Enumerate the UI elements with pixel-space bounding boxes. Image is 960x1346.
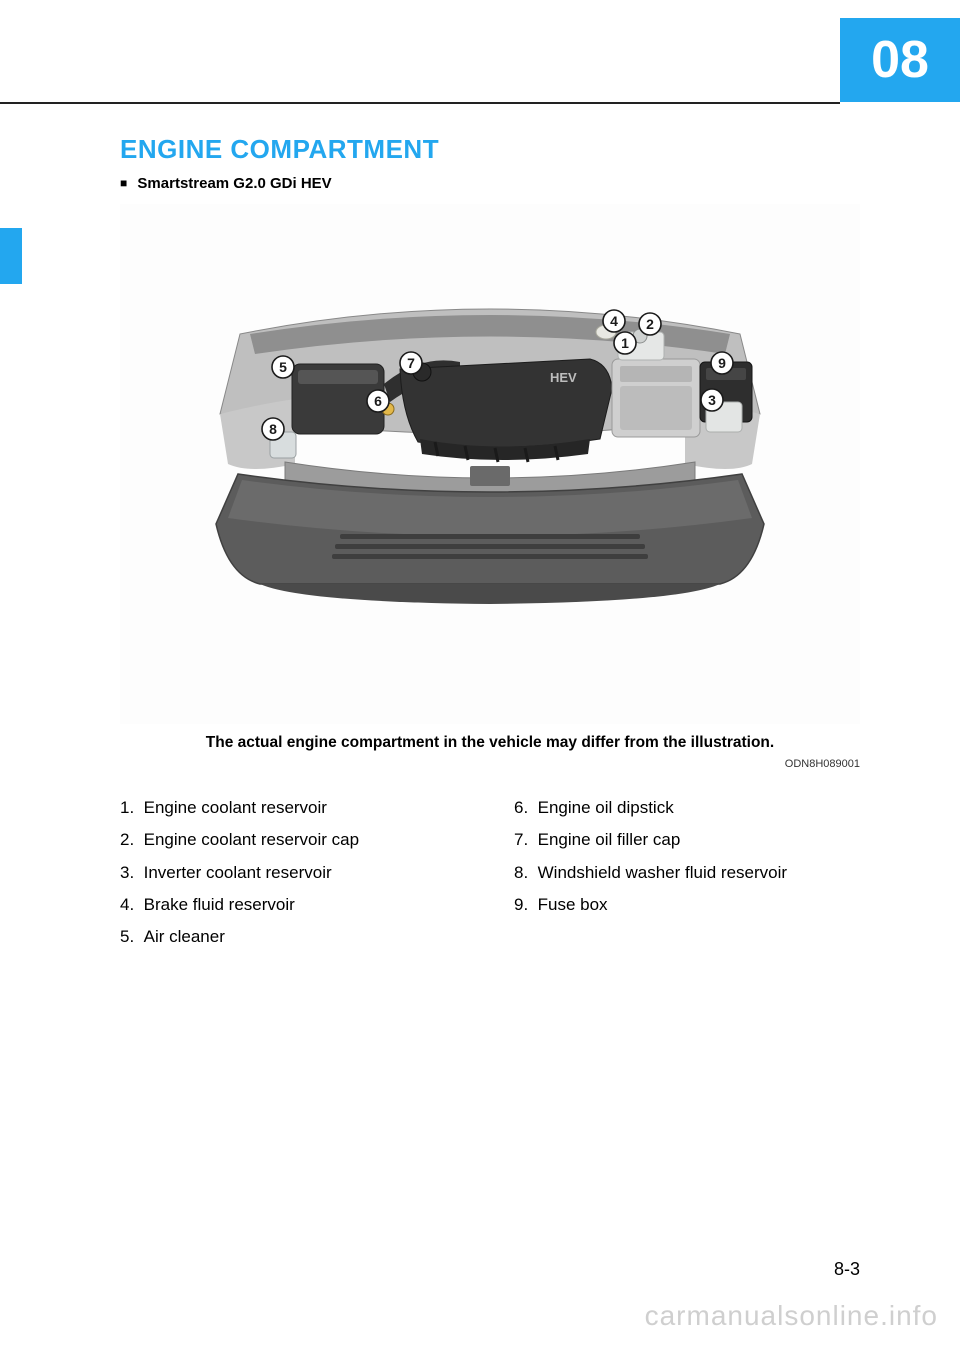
engine-diagram-svg: HEV <box>120 204 860 724</box>
component-list-item: 6. Engine oil dipstick <box>514 792 860 824</box>
list-item-text: Fuse box <box>538 895 608 914</box>
engine-variant-text: Smartstream G2.0 GDi HEV <box>137 175 331 192</box>
component-list-item: 3. Inverter coolant reservoir <box>120 857 466 889</box>
component-list-item: 2. Engine coolant reservoir cap <box>120 824 466 856</box>
component-list-item: 5. Air cleaner <box>120 921 466 953</box>
inverter-body <box>620 386 692 430</box>
list-item-text: Inverter coolant reservoir <box>144 863 332 882</box>
list-item-text: Air cleaner <box>144 927 225 946</box>
engine-cover <box>400 359 612 447</box>
component-list-item: 1. Engine coolant reservoir <box>120 792 466 824</box>
callout-number-6: 6 <box>374 393 382 409</box>
list-item-text: Engine oil dipstick <box>538 798 674 817</box>
component-list-right: 6. Engine oil dipstick7. Engine oil fill… <box>514 792 860 953</box>
component-lists: 1. Engine coolant reservoir2. Engine coo… <box>120 792 860 953</box>
watermark: carmanualsonline.info <box>645 1300 938 1332</box>
callout-number-4: 4 <box>610 313 618 329</box>
list-item-text: Engine coolant reservoir cap <box>144 830 359 849</box>
engine-cover-label: HEV <box>550 370 577 385</box>
engine-diagram: HEV <box>120 204 860 724</box>
header-rule <box>0 102 840 104</box>
list-item-number: 8. <box>514 863 538 882</box>
content-area: ENGINE COMPARTMENT ■ Smartstream G2.0 GD… <box>120 134 860 953</box>
callout-number-7: 7 <box>407 355 415 371</box>
component-list-item: 4. Brake fluid reservoir <box>120 889 466 921</box>
callout-number-3: 3 <box>708 392 716 408</box>
callout-number-1: 1 <box>621 335 629 351</box>
callout-number-2: 2 <box>646 316 654 332</box>
list-item-number: 4. <box>120 895 144 914</box>
callout-number-8: 8 <box>269 421 277 437</box>
figure-caption: The actual engine compartment in the veh… <box>120 734 860 752</box>
chapter-number: 08 <box>871 30 929 90</box>
air-cleaner-lid <box>298 370 378 384</box>
section-title: ENGINE COMPARTMENT <box>120 134 860 165</box>
component-list-item: 8. Windshield washer fluid reservoir <box>514 857 860 889</box>
grille-slot <box>335 544 645 549</box>
list-item-text: Brake fluid reservoir <box>144 895 295 914</box>
grille-slot <box>332 554 648 559</box>
grille-slot <box>340 534 640 539</box>
list-item-text: Windshield washer fluid reservoir <box>538 863 787 882</box>
front-shroud-lip <box>260 584 720 604</box>
component-list-item: 7. Engine oil filler cap <box>514 824 860 856</box>
figure-code: ODN8H089001 <box>120 758 860 770</box>
engine-variant-subhead: ■ Smartstream G2.0 GDi HEV <box>120 175 860 192</box>
list-item-number: 6. <box>514 798 538 817</box>
page-number: 8-3 <box>834 1259 860 1280</box>
callout-number-5: 5 <box>279 359 287 375</box>
list-item-number: 9. <box>514 895 538 914</box>
list-item-number: 7. <box>514 830 538 849</box>
component-list-item: 9. Fuse box <box>514 889 860 921</box>
list-item-number: 2. <box>120 830 144 849</box>
component-list-left: 1. Engine coolant reservoir2. Engine coo… <box>120 792 466 953</box>
list-item-number: 5. <box>120 927 144 946</box>
list-item-text: Engine oil filler cap <box>538 830 681 849</box>
bullet-icon: ■ <box>120 176 127 190</box>
list-item-number: 1. <box>120 798 144 817</box>
chapter-badge: 08 <box>840 18 960 102</box>
side-tab <box>0 228 22 284</box>
list-item-number: 3. <box>120 863 144 882</box>
inverter-lid <box>620 366 692 382</box>
list-item-text: Engine coolant reservoir <box>144 798 327 817</box>
hood-latch <box>470 466 510 486</box>
callout-number-9: 9 <box>718 355 726 371</box>
